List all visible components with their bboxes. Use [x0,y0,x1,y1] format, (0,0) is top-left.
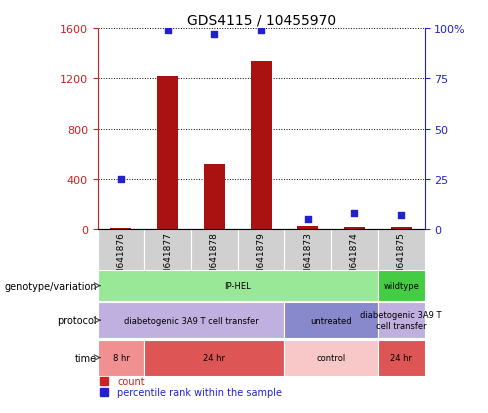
Bar [191,230,238,270]
Bar [204,165,225,230]
Text: GSM641877: GSM641877 [163,232,172,287]
Bar [144,230,191,270]
Text: protocol: protocol [57,316,97,325]
Bar [378,302,425,338]
Bar [378,230,425,270]
Point [117,176,125,183]
Point [350,211,358,217]
Text: GSM641876: GSM641876 [117,232,125,287]
Title: GDS4115 / 10455970: GDS4115 / 10455970 [186,14,336,28]
Text: diabetogenic 3A9 T
cell transfer: diabetogenic 3A9 T cell transfer [361,311,442,330]
Text: percentile rank within the sample: percentile rank within the sample [117,387,282,397]
Point [257,28,265,34]
Text: GSM641873: GSM641873 [303,232,312,287]
Bar [331,230,378,270]
Point [164,28,172,34]
Text: 8 hr: 8 hr [113,353,129,362]
Bar [238,230,285,270]
Bar [144,340,285,376]
Bar [378,340,425,376]
Text: GSM641879: GSM641879 [257,232,265,287]
Bar [98,340,144,376]
Point [210,32,218,38]
Text: GSM641875: GSM641875 [397,232,406,287]
Bar [344,228,365,230]
Text: GSM641878: GSM641878 [210,232,219,287]
Point [304,216,312,223]
Text: genotype/variation: genotype/variation [4,281,97,291]
Text: control: control [317,353,346,362]
Bar [297,226,318,230]
Bar [285,230,331,270]
Bar [98,302,285,338]
Bar [250,62,272,230]
Bar [157,77,178,230]
Text: wildtype: wildtype [383,281,419,290]
Bar [378,271,425,301]
Text: count: count [117,376,145,387]
Text: 24 hr: 24 hr [203,353,225,362]
Point [397,213,405,219]
Text: IP-HEL: IP-HEL [224,281,251,290]
Bar [110,229,131,230]
Text: 24 hr: 24 hr [390,353,412,362]
Text: diabetogenic 3A9 T cell transfer: diabetogenic 3A9 T cell transfer [123,316,258,325]
Bar [391,227,412,230]
Bar [285,302,378,338]
Text: time: time [75,353,97,363]
Text: GSM641874: GSM641874 [350,232,359,287]
Bar [285,340,378,376]
Bar [98,271,378,301]
Text: untreated: untreated [310,316,352,325]
Bar [98,230,144,270]
